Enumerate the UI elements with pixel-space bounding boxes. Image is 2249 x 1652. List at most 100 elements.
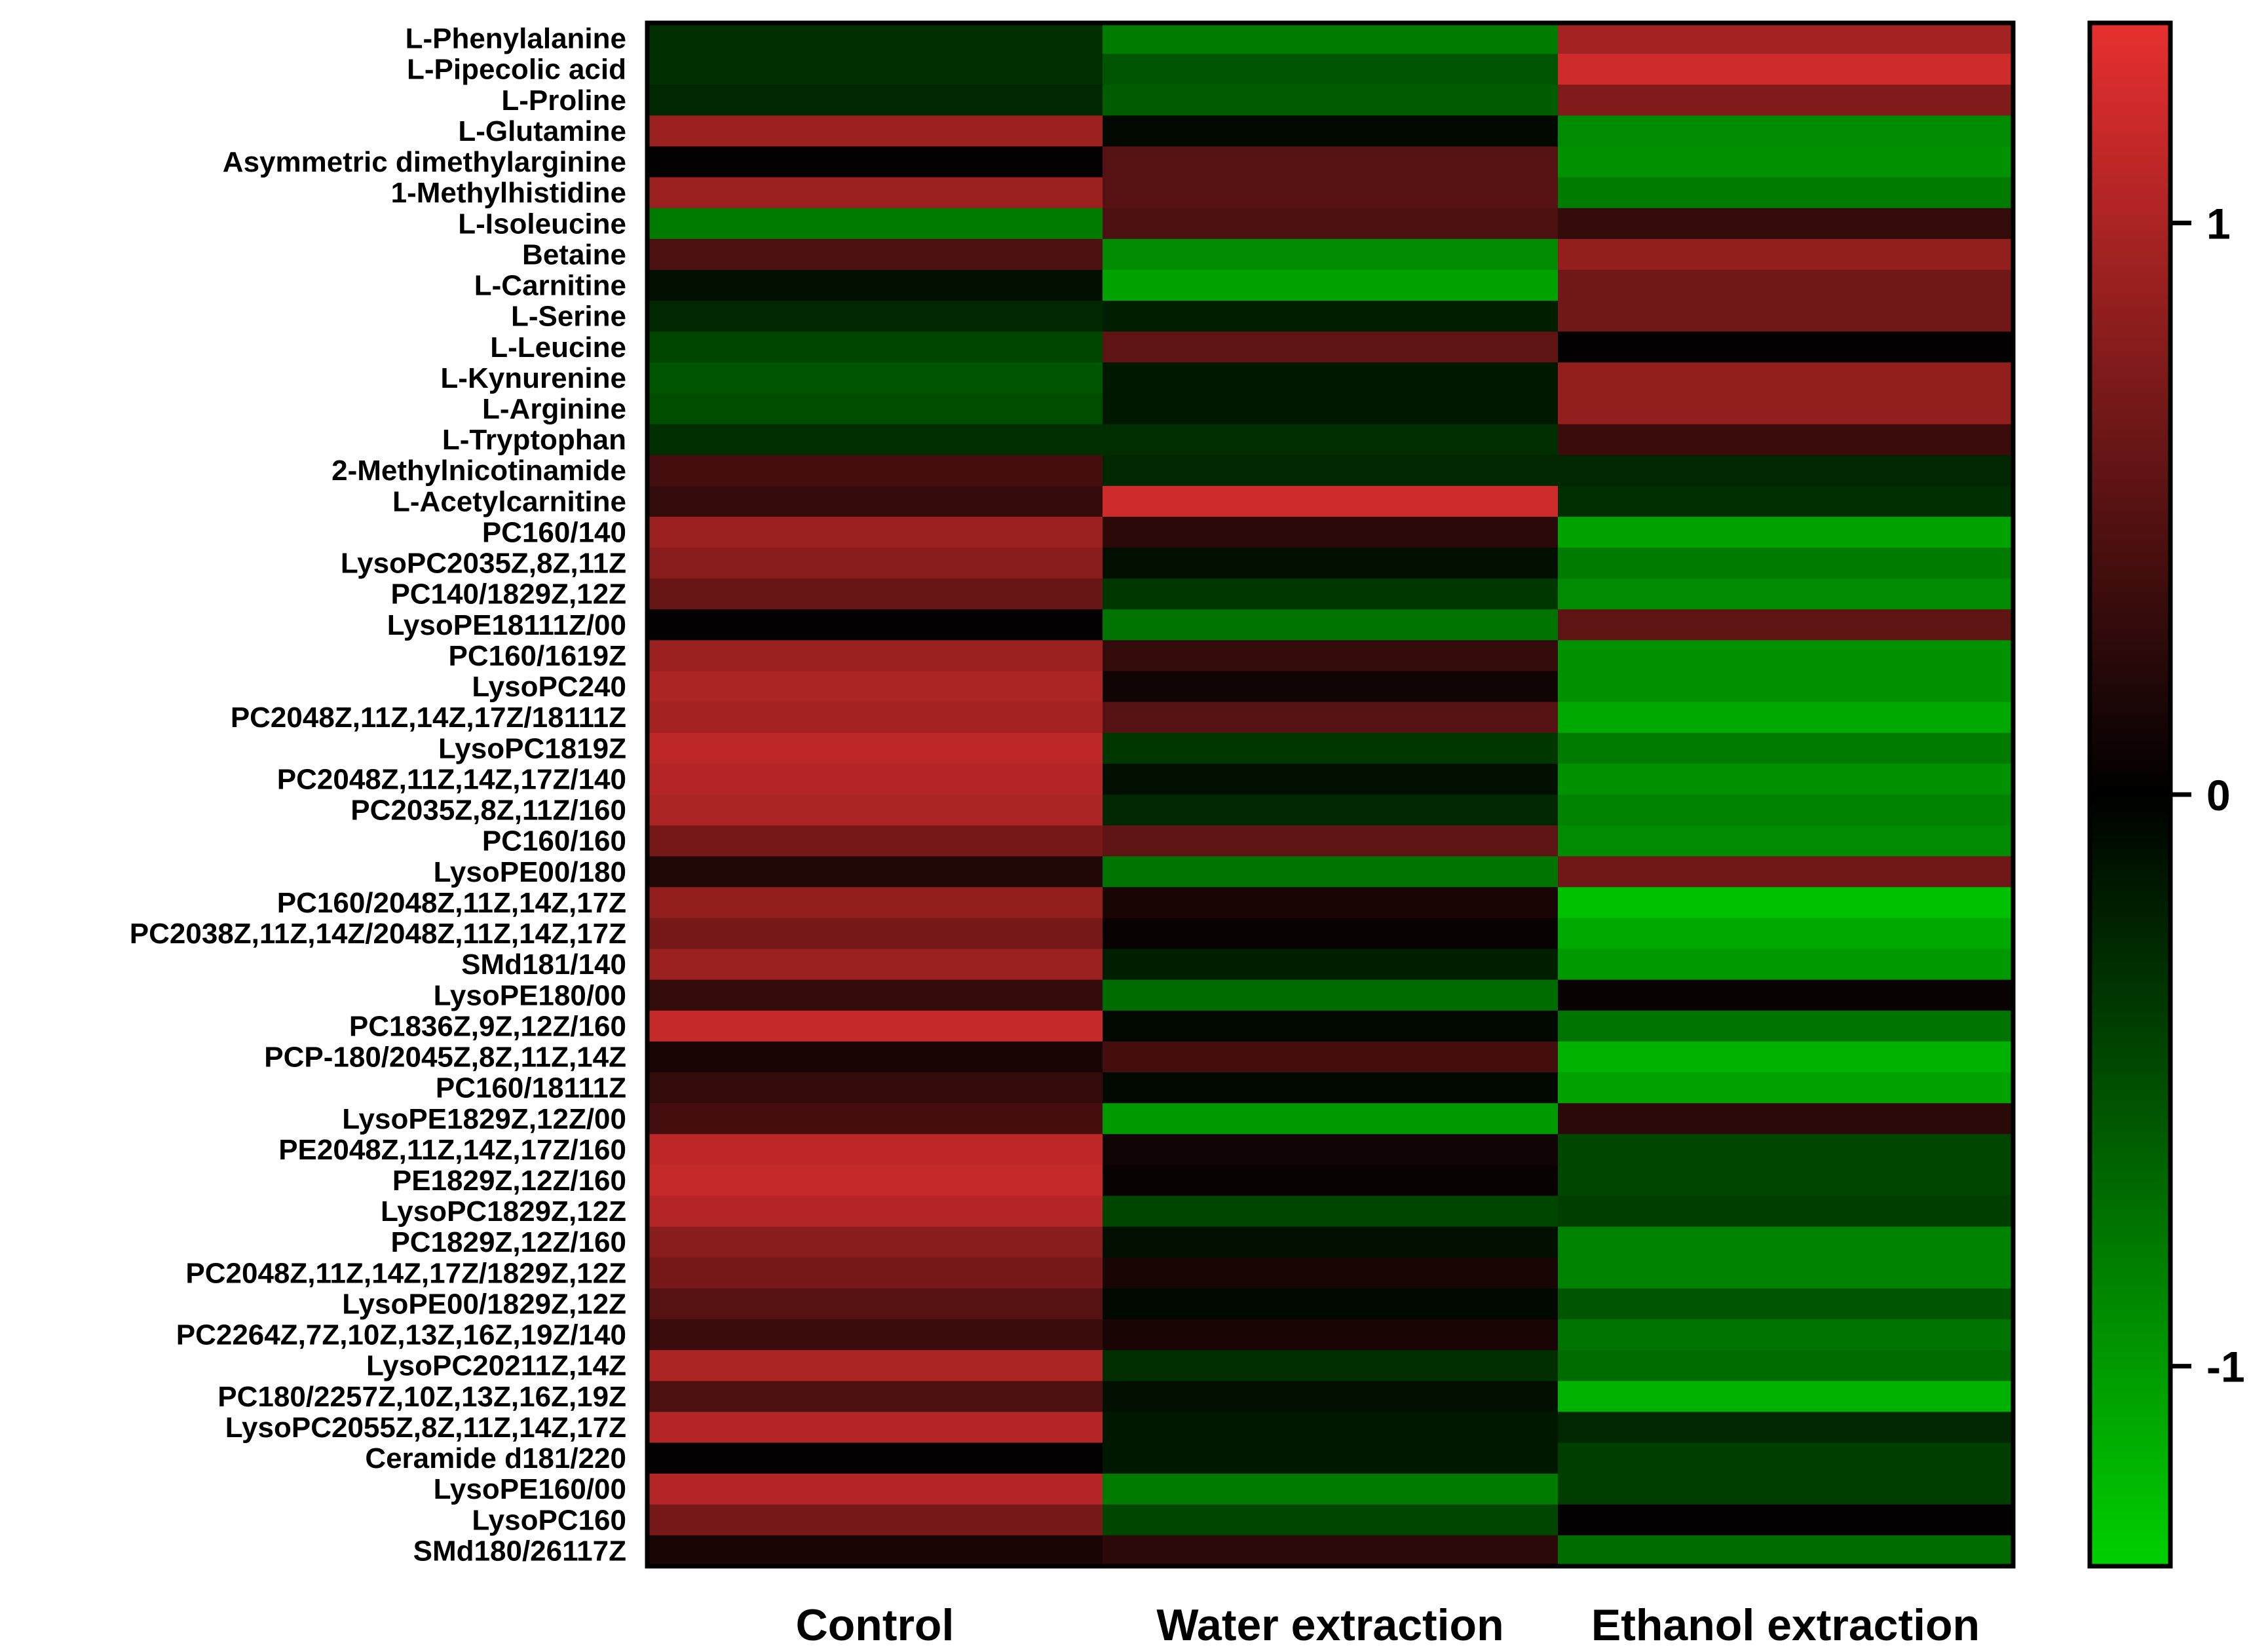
heatmap-cell xyxy=(1103,485,1559,517)
heatmap-cell xyxy=(1103,640,1559,672)
heatmap-cell xyxy=(1103,918,1559,950)
heatmap-cell xyxy=(1558,609,2014,641)
colorbar-tick-label: 0 xyxy=(2206,771,2231,819)
column-label: Control xyxy=(796,1600,954,1649)
heatmap-cell xyxy=(647,918,1103,950)
heatmap-cell xyxy=(1103,301,1559,332)
heatmap-cell xyxy=(1558,455,2014,487)
heatmap-cell xyxy=(647,795,1103,826)
row-label: LysoPC2055Z,8Z,11Z,14Z,17Z xyxy=(225,1412,626,1444)
heatmap-cell xyxy=(647,948,1103,981)
heatmap-border xyxy=(645,20,2016,1569)
heatmap-cell xyxy=(1558,146,2014,178)
heatmap-cell xyxy=(1558,671,2014,703)
heatmap-cell xyxy=(1558,1412,2014,1444)
heatmap-cell xyxy=(1103,1010,1559,1042)
heatmap-cell xyxy=(1558,732,2014,764)
heatmap-cell xyxy=(1558,640,2014,672)
heatmap-cell xyxy=(647,609,1103,641)
heatmap-cell xyxy=(1558,331,2014,364)
heatmap-cell xyxy=(1103,825,1559,857)
row-label: PCP-180/2045Z,8Z,11Z,14Z xyxy=(264,1042,626,1074)
heatmap-cell xyxy=(1103,84,1559,117)
heatmap-cell xyxy=(1103,1226,1559,1258)
heatmap-cell xyxy=(647,331,1103,364)
colorbar-ticks: 1 0 -1 xyxy=(2170,199,2245,1391)
row-label: PC160/1619Z xyxy=(448,640,626,672)
row-label: LysoPE00/180 xyxy=(434,856,626,888)
heatmap-cell xyxy=(647,548,1103,579)
heatmap-cell xyxy=(1558,1257,2014,1289)
heatmap-cell xyxy=(1103,795,1559,826)
colorbar xyxy=(2087,20,2173,1569)
heatmap-cell xyxy=(1103,948,1559,981)
heatmap-cell xyxy=(647,1103,1103,1135)
heatmap-cell xyxy=(647,301,1103,332)
heatmap-cell xyxy=(647,1535,1103,1567)
row-label: SMd180/26117Z xyxy=(413,1535,626,1567)
heatmap-cell xyxy=(647,1010,1103,1042)
heatmap-cell xyxy=(1558,979,2014,1011)
heatmap-cell xyxy=(647,856,1103,888)
heatmap-cell xyxy=(1103,1381,1559,1413)
heatmap-cell xyxy=(1558,578,2014,610)
row-label: PC2048Z,11Z,14Z,17Z/140 xyxy=(277,763,626,795)
heatmap-cell xyxy=(647,1412,1103,1444)
column-labels: Control Water extraction Ethanol extractio… xyxy=(796,1600,1980,1650)
row-label: L-Pipecolic acid xyxy=(407,54,626,86)
heatmap-cell xyxy=(1103,208,1559,240)
heatmap-cell xyxy=(647,393,1103,425)
heatmap-cell xyxy=(647,640,1103,672)
row-label: L-Serine xyxy=(511,301,626,333)
row-label: PC160/2048Z,11Z,14Z,17Z xyxy=(277,887,626,919)
heatmap-cell xyxy=(647,362,1103,394)
heatmap-cell xyxy=(1103,393,1559,425)
heatmap-cell xyxy=(1558,516,2014,548)
heatmap-cell xyxy=(1103,1319,1559,1351)
row-label: LysoPC2035Z,8Z,11Z xyxy=(341,548,626,580)
heatmap-cell xyxy=(647,1041,1103,1073)
heatmap-cell xyxy=(647,1442,1103,1474)
heatmap-cell xyxy=(647,1381,1103,1413)
heatmap-cell xyxy=(1558,393,2014,425)
heatmap-cell xyxy=(647,1504,1103,1536)
heatmap-cell xyxy=(1558,1535,2014,1567)
heatmap-cell xyxy=(1103,1041,1559,1073)
heatmap-cell xyxy=(1558,424,2014,456)
heatmap-cell xyxy=(1103,1195,1559,1228)
row-label: PC2048Z,11Z,14Z,17Z/18111Z xyxy=(231,702,626,734)
row-label: L-Tryptophan xyxy=(442,424,626,456)
heatmap-cell xyxy=(1103,1350,1559,1382)
row-label: PC2264Z,7Z,10Z,13Z,16Z,19Z/140 xyxy=(176,1319,626,1351)
heatmap-cell xyxy=(647,671,1103,703)
heatmap-cell xyxy=(647,455,1103,487)
heatmap-cell xyxy=(1103,732,1559,764)
heatmap-cell xyxy=(1103,424,1559,456)
heatmap-cell xyxy=(1103,856,1559,888)
heatmap-cell xyxy=(1103,1257,1559,1289)
row-label: PC140/1829Z,12Z xyxy=(390,578,626,610)
row-label: LysoPE00/1829Z,12Z xyxy=(342,1288,626,1320)
row-label: LysoPE1829Z,12Z/00 xyxy=(342,1103,626,1135)
heatmap-cell xyxy=(1103,887,1559,919)
heatmap-cell xyxy=(1103,979,1559,1011)
row-label: L-Proline xyxy=(501,84,626,117)
row-label: LysoPC20211Z,14Z xyxy=(366,1350,626,1382)
row-label: L-Acetylcarnitine xyxy=(392,485,626,517)
heatmap-cell xyxy=(1558,1442,2014,1474)
heatmap-cell xyxy=(647,238,1103,271)
heatmap-cell xyxy=(647,23,1103,54)
heatmap-cell xyxy=(1558,54,2014,86)
heatmap-cell xyxy=(1103,115,1559,147)
colorbar-tick-label: 1 xyxy=(2206,199,2231,248)
heatmap-cell xyxy=(1558,887,2014,919)
heatmap-cell xyxy=(1558,1010,2014,1042)
heatmap-cell xyxy=(1558,362,2014,394)
row-label: PC1836Z,9Z,12Z/160 xyxy=(349,1010,626,1042)
heatmap-cell xyxy=(1558,208,2014,240)
heatmap-cell xyxy=(1103,1165,1559,1197)
row-label: Ceramide d181/220 xyxy=(365,1442,626,1474)
row-label: L-Glutamine xyxy=(458,115,626,147)
heatmap-cell xyxy=(1103,362,1559,394)
